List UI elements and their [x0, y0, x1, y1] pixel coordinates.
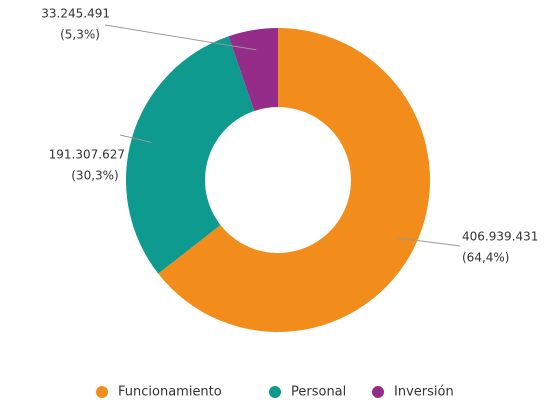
leader-line: [119, 134, 152, 143]
percent-label: (5,3%): [60, 28, 100, 42]
leader-line: [396, 237, 461, 247]
value-label: 406.939.431: [462, 230, 538, 244]
legend-label: Inversión: [394, 385, 454, 400]
legend-swatch: [96, 386, 108, 398]
legend-swatch: [269, 386, 281, 398]
slice: [158, 28, 430, 332]
percent-label: (64,4%): [462, 251, 509, 265]
percent-label: (30,3%): [71, 169, 118, 183]
value-label: 191.307.627: [49, 148, 125, 162]
legend-label: Funcionamiento: [118, 385, 222, 400]
slice: [228, 28, 278, 111]
leader-line: [104, 24, 257, 51]
legend-swatch: [372, 386, 384, 398]
value-label: 33.245.491: [41, 7, 110, 21]
legend-label: Personal: [291, 385, 346, 400]
slice: [125, 36, 255, 274]
